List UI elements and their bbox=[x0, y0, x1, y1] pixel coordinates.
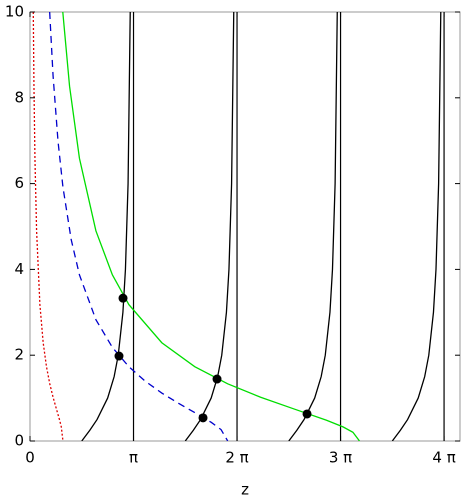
x-tick-label: 3 π bbox=[329, 449, 352, 467]
x-tick-label: 4 π bbox=[432, 449, 455, 467]
plot-frame bbox=[29, 11, 461, 442]
x-tick-label: 0 bbox=[25, 449, 35, 467]
x-tick-label: π bbox=[129, 449, 138, 467]
plot-area bbox=[32, 12, 445, 441]
intersection-point bbox=[118, 293, 128, 303]
curve bbox=[49, 12, 229, 441]
intersection-point bbox=[302, 409, 312, 419]
y-tick-label: 2 bbox=[14, 346, 24, 364]
curve bbox=[288, 12, 338, 441]
x-axis-label: z bbox=[241, 481, 249, 499]
y-tick-label: 10 bbox=[5, 3, 24, 21]
curve bbox=[391, 12, 442, 441]
y-tick-label: 6 bbox=[14, 174, 24, 192]
intersection-point bbox=[198, 413, 208, 423]
intersection-point bbox=[114, 351, 124, 361]
intersection-point bbox=[212, 374, 222, 384]
curve bbox=[32, 12, 64, 441]
curve bbox=[62, 12, 361, 441]
y-tick-label: 0 bbox=[14, 432, 24, 450]
curve bbox=[81, 12, 131, 441]
y-tick-label: 8 bbox=[14, 88, 24, 106]
y-tick-label: 4 bbox=[14, 260, 24, 278]
curve bbox=[184, 12, 235, 441]
x-tick-label: 2 π bbox=[225, 449, 248, 467]
